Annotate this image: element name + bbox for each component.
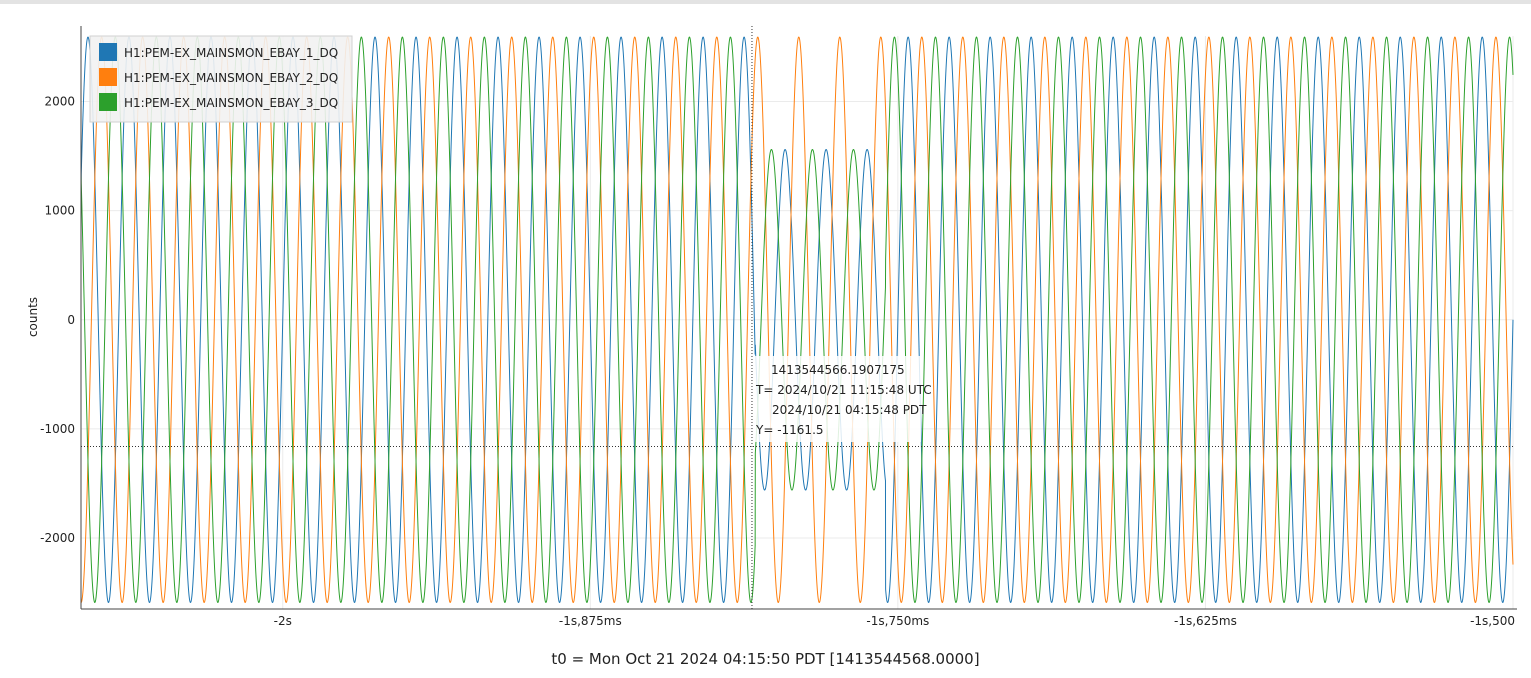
axes: -2000 -1000 0 1000 2000 -2s -1s,875ms -1s,750ms… bbox=[40, 26, 1517, 628]
legend-label-2[interactable]: H1:PEM-EX_MAINSMON_EBAY_2_DQ bbox=[124, 71, 338, 85]
crosshair bbox=[81, 26, 1513, 609]
tooltip-box bbox=[753, 356, 921, 442]
series-line-2 bbox=[80, 36, 1514, 604]
x-axis-title: t0 = Mon Oct 21 2024 04:15:50 PDT [14135… bbox=[551, 650, 980, 668]
tooltip: 1413544566.1907175 T= 2024/10/21 11:15:4… bbox=[753, 356, 932, 442]
y-tick-label: 1000 bbox=[44, 204, 75, 218]
top-border bbox=[0, 0, 1531, 4]
tooltip-y: Y= -1161.5 bbox=[755, 423, 824, 437]
legend-swatch-1[interactable] bbox=[99, 43, 117, 61]
y-tick-label: 2000 bbox=[44, 94, 75, 108]
x-tick-label: -1s,875ms bbox=[559, 614, 622, 628]
x-tick-label: -1s,750ms bbox=[866, 614, 929, 628]
y-axis-title: counts bbox=[26, 297, 40, 337]
tooltip-utc: T= 2024/10/21 11:15:48 UTC bbox=[755, 383, 932, 397]
legend-label-3[interactable]: H1:PEM-EX_MAINSMON_EBAY_3_DQ bbox=[124, 96, 338, 110]
legend-swatch-2[interactable] bbox=[99, 68, 117, 86]
legend-swatch-3[interactable] bbox=[99, 93, 117, 111]
x-tick-label: -1s,625ms bbox=[1174, 614, 1237, 628]
x-tick-label: -1s,500 bbox=[1470, 614, 1515, 628]
tooltip-local: 2024/10/21 04:15:48 PDT bbox=[772, 403, 927, 417]
legend-box bbox=[89, 35, 353, 123]
x-tick-label: -2s bbox=[274, 614, 292, 628]
tooltip-gps: 1413544566.1907175 bbox=[771, 363, 905, 377]
y-tick-label: -1000 bbox=[40, 422, 75, 436]
legend[interactable]: H1:PEM-EX_MAINSMON_EBAY_1_DQ H1:PEM-EX_M… bbox=[89, 35, 353, 123]
y-tick-label: 0 bbox=[67, 313, 75, 327]
legend-label-1[interactable]: H1:PEM-EX_MAINSMON_EBAY_1_DQ bbox=[124, 46, 338, 60]
y-tick-label: -2000 bbox=[40, 531, 75, 545]
